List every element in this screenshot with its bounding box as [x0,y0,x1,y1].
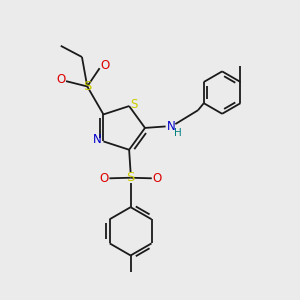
Text: S: S [131,98,138,111]
Text: N: N [93,134,101,146]
Text: S: S [83,80,92,93]
Text: N: N [167,120,175,133]
Text: H: H [173,128,181,138]
Text: O: O [100,59,110,72]
Text: S: S [126,171,135,184]
Text: O: O [56,73,65,86]
Text: O: O [100,172,109,185]
Text: O: O [152,172,162,185]
